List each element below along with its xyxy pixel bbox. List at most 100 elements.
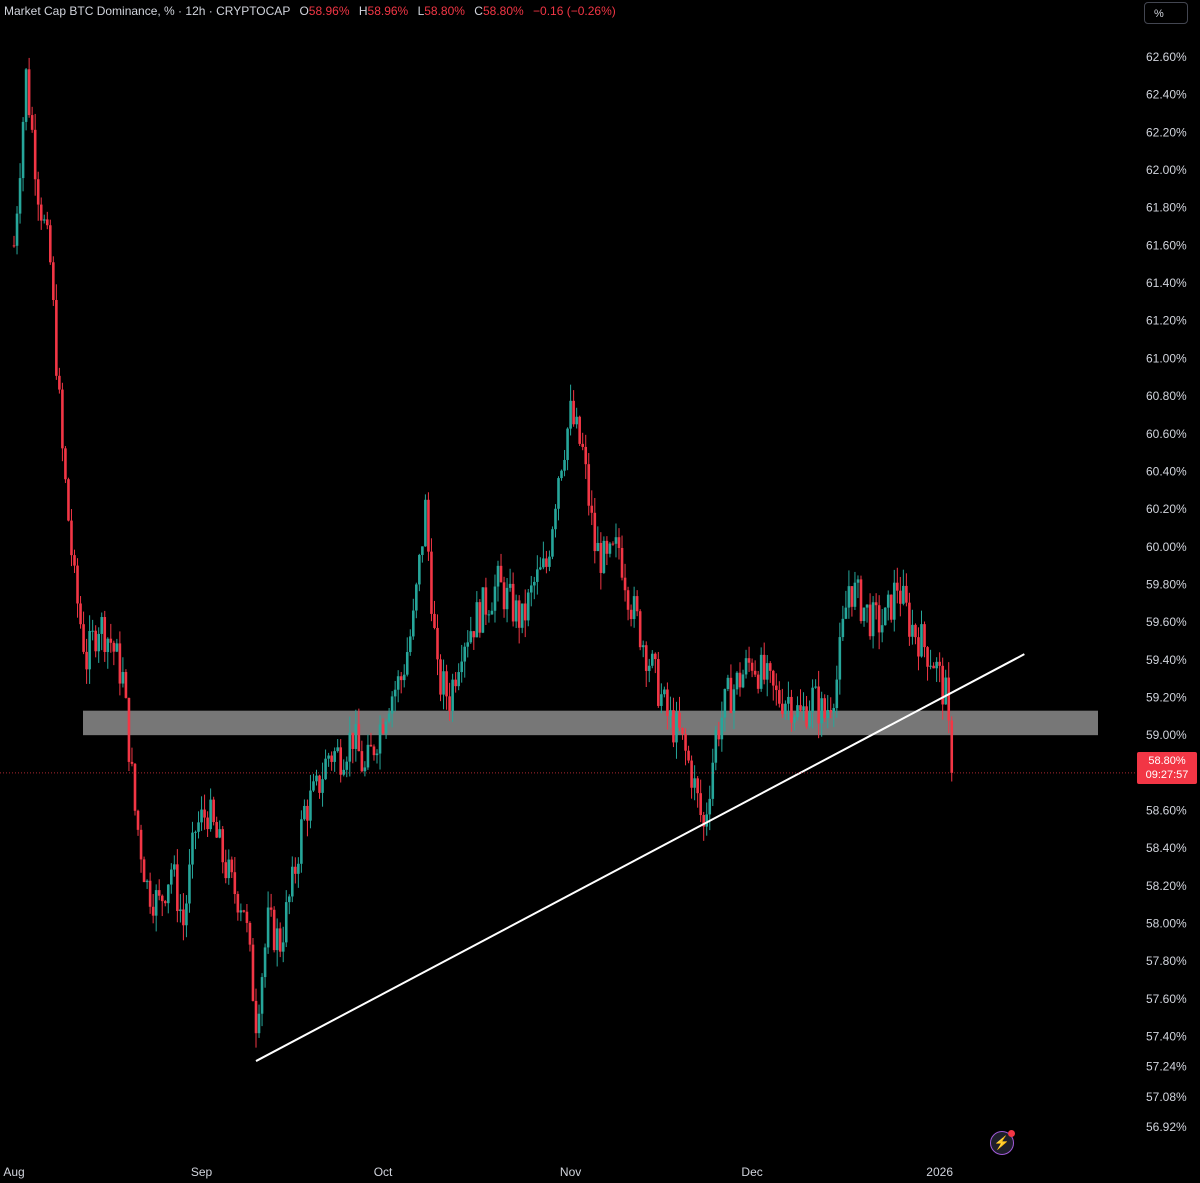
candle-body — [738, 672, 742, 688]
candle-body — [865, 604, 869, 608]
candle — [814, 679, 817, 689]
candle — [584, 434, 588, 479]
candle-body — [768, 663, 772, 671]
price-axis-label: 61.20% — [1146, 314, 1187, 328]
candle — [663, 686, 666, 698]
candle-body — [880, 625, 884, 633]
candle-body — [838, 637, 842, 680]
candle — [36, 171, 40, 221]
candle-body — [469, 631, 473, 643]
chart-header: Market Cap BTC Dominance, % · 12h · CRYP… — [4, 4, 616, 18]
candle — [593, 497, 597, 564]
candle — [932, 662, 935, 669]
candle — [672, 697, 675, 748]
candle-body — [886, 594, 890, 608]
candle — [687, 745, 690, 764]
candle-body — [442, 671, 445, 695]
candle-body — [254, 1000, 258, 1034]
close-value: 58.80% — [482, 4, 524, 18]
candle — [163, 899, 167, 907]
candle — [690, 755, 693, 799]
candle-body — [387, 713, 391, 722]
candle-body — [197, 822, 200, 832]
candle — [433, 600, 436, 630]
candle — [539, 557, 542, 571]
candle-body — [300, 819, 303, 864]
candle-body — [121, 672, 125, 684]
candle — [42, 214, 46, 224]
candle — [732, 684, 736, 729]
candle — [436, 614, 439, 676]
candle-body — [145, 880, 149, 883]
candle — [902, 569, 905, 606]
symbol-title[interactable]: Market Cap BTC Dominance, % · 12h · CRYP… — [4, 4, 291, 18]
candle-body — [581, 443, 584, 447]
candle-body — [935, 661, 938, 669]
candle-body — [266, 907, 270, 948]
candle — [384, 719, 388, 739]
candle — [70, 509, 73, 567]
candle — [315, 769, 318, 786]
candle — [200, 796, 203, 831]
candle — [79, 596, 82, 629]
price-axis-label: 61.80% — [1146, 201, 1187, 215]
candle-body — [917, 637, 920, 657]
candle — [632, 586, 636, 628]
lightning-icon[interactable]: ⚡ — [990, 1130, 1015, 1155]
candle — [784, 700, 787, 720]
candle-body — [672, 710, 675, 743]
candle-body — [390, 696, 394, 714]
candle — [396, 670, 400, 703]
candle-body — [551, 529, 554, 557]
candle-body — [862, 607, 866, 622]
candle — [148, 872, 152, 914]
candle — [342, 759, 346, 777]
candle-body — [55, 300, 58, 376]
candle — [312, 773, 315, 793]
candle — [787, 681, 790, 721]
candle — [623, 563, 627, 602]
candle-body — [284, 902, 288, 943]
candle-body — [923, 624, 926, 648]
candle-body — [641, 645, 645, 648]
candle — [502, 576, 506, 618]
candle — [856, 575, 860, 599]
candle-body — [70, 520, 73, 556]
candle-body — [868, 604, 872, 637]
candle-body — [669, 710, 672, 716]
candle — [366, 734, 370, 770]
candle — [287, 894, 291, 915]
candle — [647, 658, 651, 683]
candle-body — [472, 631, 476, 638]
candle — [938, 652, 941, 683]
candle-body — [566, 428, 569, 460]
candle — [508, 568, 512, 592]
price-axis-label: 60.40% — [1146, 464, 1187, 478]
candle-body — [626, 590, 630, 610]
candle — [554, 504, 557, 538]
scale-unit-button[interactable]: % — [1144, 2, 1188, 24]
candle-body — [236, 894, 240, 913]
candle-body — [36, 179, 40, 205]
candle-body — [799, 705, 802, 711]
candle-body — [714, 730, 718, 763]
candle-body — [771, 670, 775, 686]
candle — [886, 590, 890, 621]
candle-body — [911, 624, 914, 637]
candle — [635, 590, 639, 617]
last-price-value: 58.80% — [1148, 755, 1186, 767]
candle — [526, 588, 530, 627]
candle — [197, 811, 200, 839]
candle-body — [287, 896, 291, 903]
candle-body — [850, 586, 854, 607]
candle — [215, 816, 218, 838]
candle-body — [687, 750, 690, 761]
candle — [669, 696, 672, 728]
price-axis-label: 59.60% — [1146, 615, 1187, 629]
open-key: O — [299, 4, 309, 18]
candle — [445, 664, 448, 710]
candle — [49, 219, 52, 265]
candle-body — [578, 416, 581, 444]
candle — [796, 696, 799, 721]
